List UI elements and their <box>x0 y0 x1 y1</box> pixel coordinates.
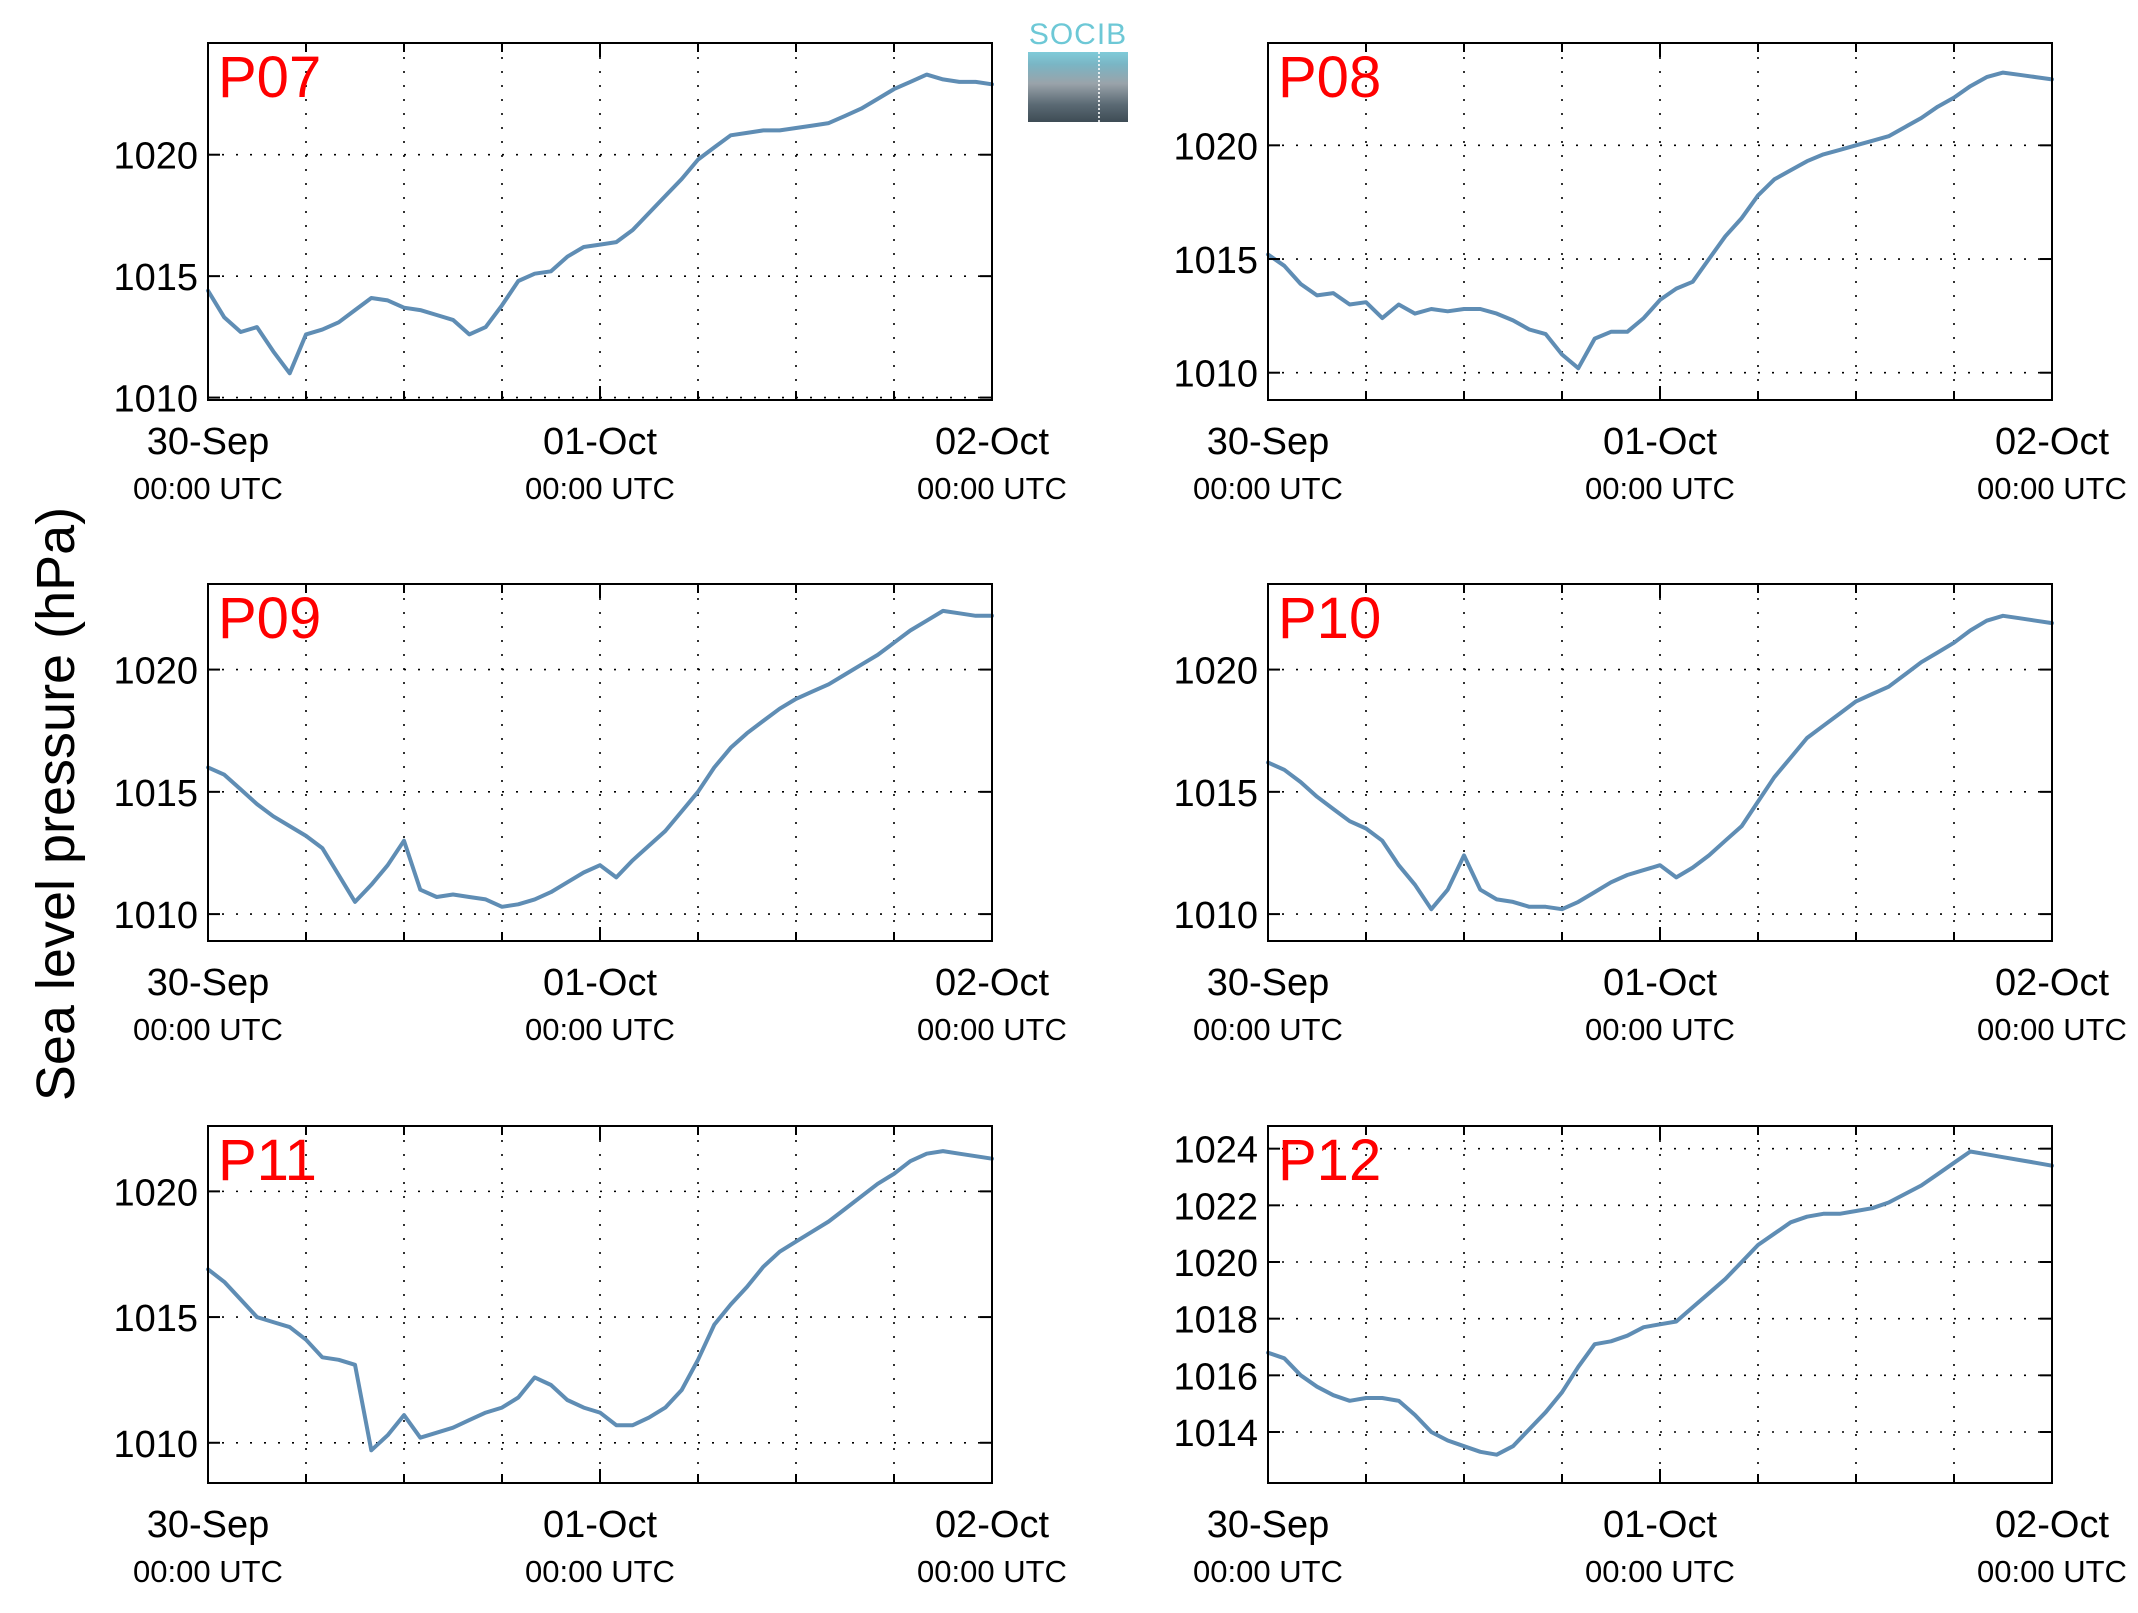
panel-label: P11 <box>218 1128 317 1193</box>
x-tick-label-day: 02-Oct <box>935 1504 1049 1546</box>
x-tick-label-time: 00:00 UTC <box>1977 471 2127 506</box>
x-tick-label-day: 01-Oct <box>543 1504 657 1546</box>
panel-label: P07 <box>218 45 321 110</box>
x-tick-label-time: 00:00 UTC <box>1193 1012 1343 1047</box>
panel-label: P12 <box>1278 1128 1381 1193</box>
plot-frame <box>1267 1125 2053 1484</box>
x-tick-label-day: 30-Sep <box>1207 1504 1330 1546</box>
y-tick-label: 1016 <box>1173 1356 1258 1398</box>
y-tick-label: 1015 <box>113 1298 198 1340</box>
x-tick-label-day: 30-Sep <box>147 962 270 1004</box>
panel-p10: 1010 1015 1020 30-Sep 00:00 UTC 01-Oct 00:00 U… <box>1173 583 2127 1047</box>
x-tick-label-day: 01-Oct <box>543 962 657 1004</box>
socib-logo: SOCIB <box>1028 18 1128 122</box>
panel-p09: 1010 1015 1020 30-Sep 00:00 UTC 01-Oct 00:00 U… <box>113 583 1067 1047</box>
x-tick-label-day: 01-Oct <box>1603 962 1717 1004</box>
x-tick-label-time: 00:00 UTC <box>1585 1554 1735 1589</box>
x-tick-label-time: 00:00 UTC <box>525 471 675 506</box>
pressure-line <box>206 608 994 909</box>
x-tick-label-time: 00:00 UTC <box>1977 1554 2127 1589</box>
x-tick-label-day: 02-Oct <box>1995 962 2109 1004</box>
x-tick-label-time: 00:00 UTC <box>1585 471 1735 506</box>
y-tick-label: 1020 <box>1173 651 1258 693</box>
x-tick-label-time: 00:00 UTC <box>1193 1554 1343 1589</box>
x-tick-label-day: 30-Sep <box>147 421 270 463</box>
x-tick-label-time: 00:00 UTC <box>917 1012 1067 1047</box>
panel-p08: 1010 1015 1020 30-Sep 00:00 UTC 01-Oct 00:00 U… <box>1173 42 2127 506</box>
panel-label: P10 <box>1278 586 1381 651</box>
panel-p07: 1010 1015 1020 30-Sep 00:00 UTC 01-Oct 00:00 U… <box>113 42 1067 506</box>
plot-frame <box>207 583 993 942</box>
logo-text: SOCIB <box>1028 18 1128 51</box>
y-tick-label: 1010 <box>1173 354 1258 396</box>
x-tick-label-time: 00:00 UTC <box>133 1012 283 1047</box>
y-tick-label: 1018 <box>1173 1300 1258 1342</box>
x-tick-label-day: 01-Oct <box>543 421 657 463</box>
logo-graphic <box>1028 52 1128 122</box>
y-tick-label: 1015 <box>1173 240 1258 282</box>
x-tick-label-time: 00:00 UTC <box>917 471 1067 506</box>
x-tick-label-day: 02-Oct <box>1995 1504 2109 1546</box>
x-tick-label-day: 02-Oct <box>935 962 1049 1004</box>
pressure-line <box>206 72 994 376</box>
y-tick-label: 1014 <box>1173 1413 1258 1455</box>
x-tick-label-day: 01-Oct <box>1603 1504 1717 1546</box>
logo-dotted-line <box>1098 52 1100 122</box>
panel-label: P09 <box>218 586 321 651</box>
y-tick-label: 1022 <box>1173 1186 1258 1228</box>
y-tick-label: 1020 <box>113 1172 198 1214</box>
y-tick-label: 1024 <box>1173 1130 1258 1172</box>
pressure-line <box>1266 613 2054 912</box>
y-tick-label: 1010 <box>1173 895 1258 937</box>
pressure-line <box>1266 70 2054 371</box>
y-tick-label: 1010 <box>113 1424 198 1466</box>
y-tick-label: 1020 <box>113 651 198 693</box>
plot-frame <box>1267 583 2053 942</box>
pressure-line <box>1266 1149 2054 1457</box>
y-tick-label: 1015 <box>1173 773 1258 815</box>
y-tick-label: 1020 <box>1173 1243 1258 1285</box>
x-tick-label-time: 00:00 UTC <box>525 1554 675 1589</box>
x-tick-label-day: 30-Sep <box>147 1504 270 1546</box>
pressure-line <box>206 1149 994 1453</box>
y-tick-label: 1020 <box>1173 126 1258 168</box>
y-tick-label: 1020 <box>113 136 198 178</box>
y-tick-label: 1015 <box>113 773 198 815</box>
x-tick-label-time: 00:00 UTC <box>1193 471 1343 506</box>
y-axis-label: Sea level pressure (hPa) <box>26 506 86 1102</box>
panel-label: P08 <box>1278 45 1381 110</box>
panel-p11: 1010 1015 1020 30-Sep 00:00 UTC 01-Oct 00:00 U… <box>113 1125 1067 1589</box>
panel-p12: 1014 1016 1018 1020 1022 1024 30-Sep 00:00 UTC 0… <box>1173 1125 2127 1589</box>
x-tick-label-day: 30-Sep <box>1207 421 1330 463</box>
x-tick-label-time: 00:00 UTC <box>525 1012 675 1047</box>
y-tick-label: 1010 <box>113 379 198 421</box>
x-tick-label-time: 00:00 UTC <box>133 471 283 506</box>
plot-frame <box>207 42 993 401</box>
plot-frame <box>1267 42 2053 401</box>
x-tick-label-time: 00:00 UTC <box>1977 1012 2127 1047</box>
y-tick-label: 1015 <box>113 257 198 299</box>
y-tick-label: 1010 <box>113 895 198 937</box>
x-tick-label-time: 00:00 UTC <box>917 1554 1067 1589</box>
x-tick-label-day: 30-Sep <box>1207 962 1330 1004</box>
x-tick-label-day: 01-Oct <box>1603 421 1717 463</box>
plot-frame <box>207 1125 993 1484</box>
x-tick-label-time: 00:00 UTC <box>133 1554 283 1589</box>
x-tick-label-day: 02-Oct <box>935 421 1049 463</box>
x-tick-label-day: 02-Oct <box>1995 421 2109 463</box>
x-tick-label-time: 00:00 UTC <box>1585 1012 1735 1047</box>
